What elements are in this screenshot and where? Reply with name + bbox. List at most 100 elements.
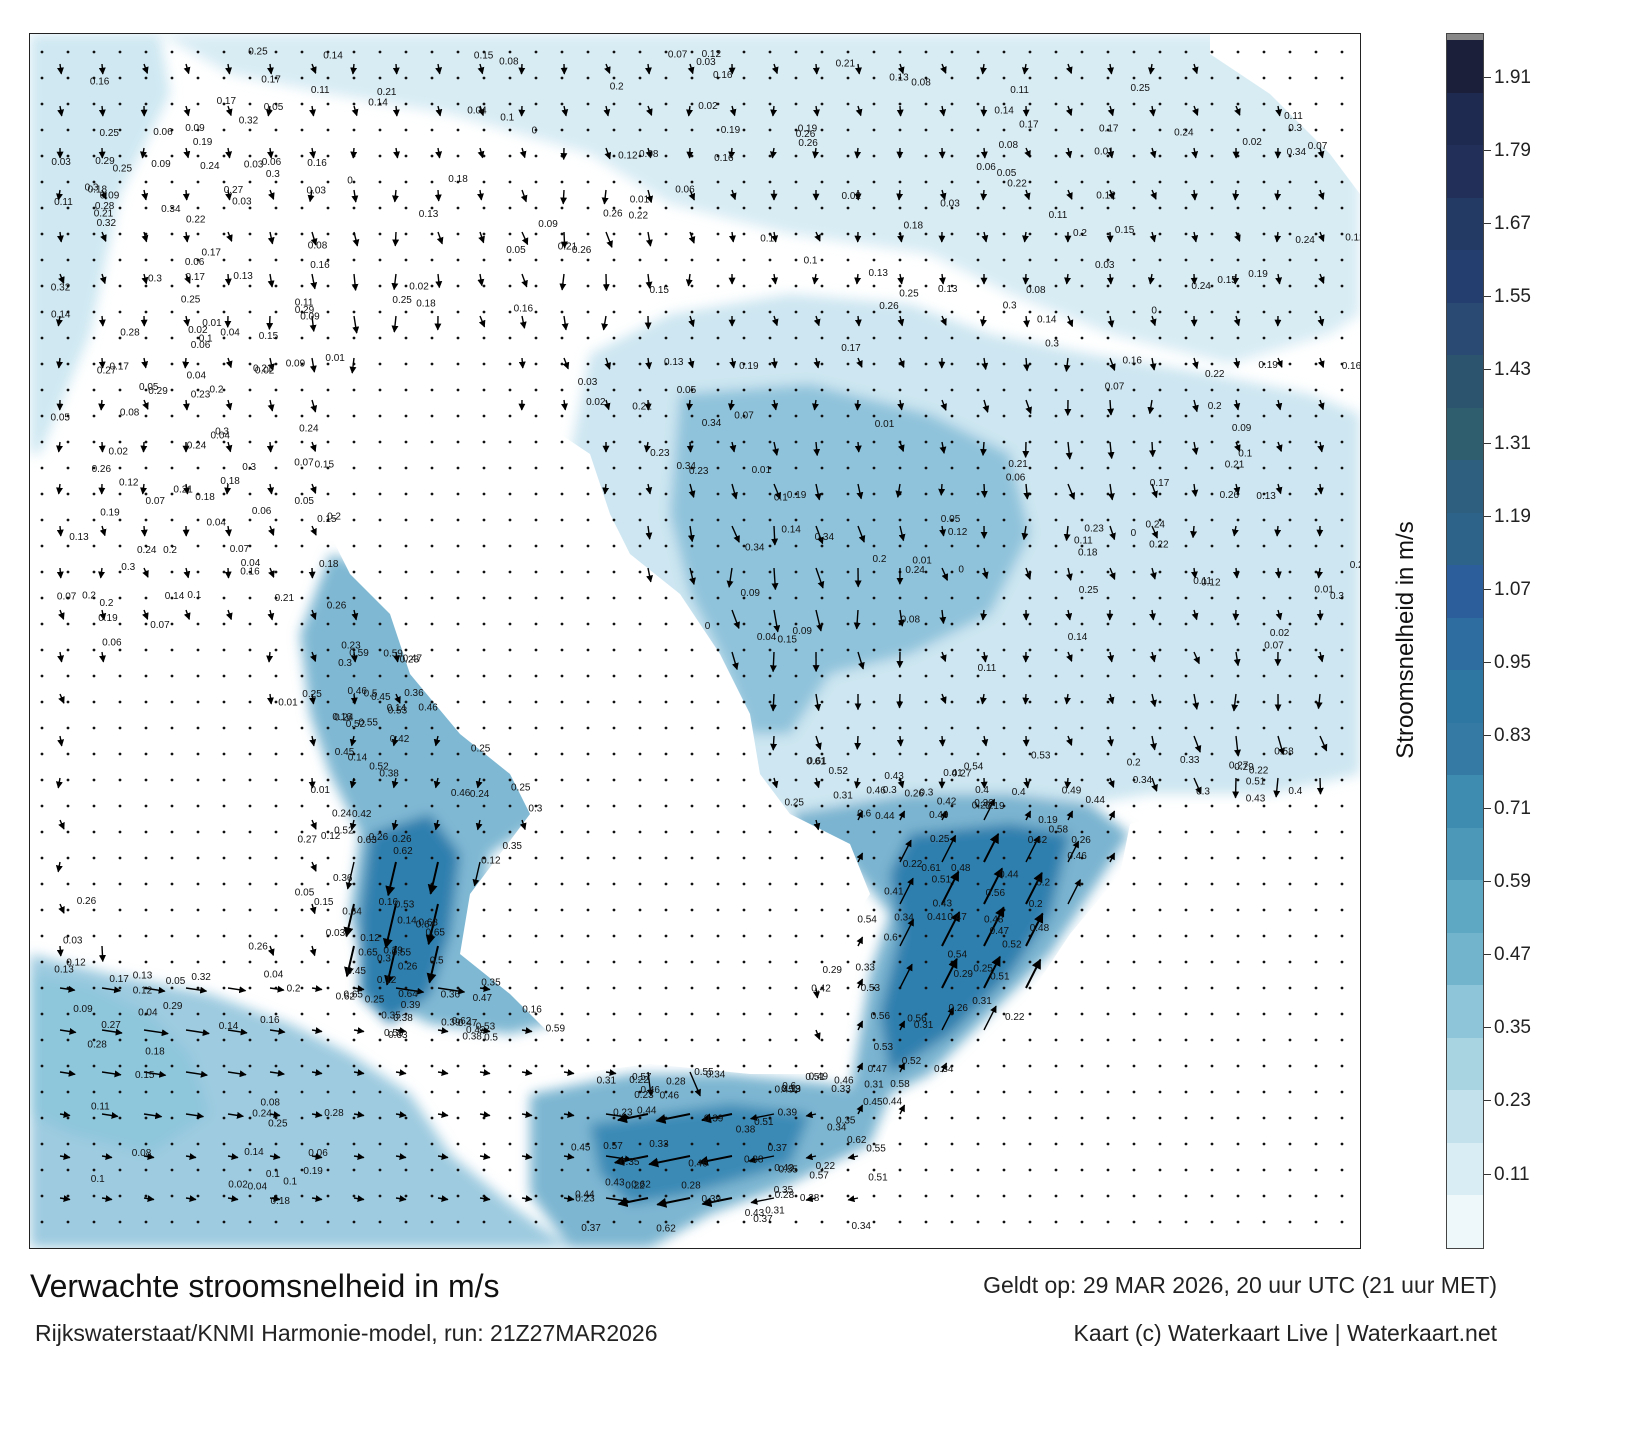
- grid-dot: [144, 102, 148, 106]
- speed-label: 0.51: [868, 1172, 888, 1183]
- grid-dot: [300, 1090, 304, 1094]
- current-arrow: [1274, 231, 1282, 243]
- current-arrow: [101, 1153, 113, 1161]
- colorbar-tick: [1484, 808, 1491, 809]
- grid-dot: [1002, 622, 1006, 626]
- grid-dot: [820, 1142, 824, 1146]
- colorbar-segment: [1447, 460, 1483, 513]
- grid-dot: [222, 414, 226, 418]
- colorbar-segment: [1447, 932, 1483, 986]
- grid-dot: [430, 752, 434, 756]
- grid-dot: [40, 830, 44, 834]
- current-arrow: [605, 231, 613, 248]
- grid-dot: [456, 466, 460, 470]
- grid-dot: [716, 700, 720, 704]
- grid-dot: [196, 206, 200, 210]
- speed-label: 0.36: [441, 990, 461, 1001]
- grid-dot: [326, 1064, 330, 1068]
- grid-dot: [430, 1038, 434, 1042]
- current-arrow: [1022, 273, 1030, 285]
- grid-dot: [1314, 284, 1318, 288]
- grid-dot: [1054, 856, 1058, 860]
- current-arrow: [1066, 189, 1073, 200]
- grid-dot: [66, 726, 70, 730]
- grid-dot: [1288, 232, 1292, 236]
- grid-dot: [1314, 518, 1318, 522]
- speed-label: 0: [1151, 306, 1157, 317]
- speed-label: 0.1: [91, 1174, 105, 1185]
- speed-label: 0.29: [954, 969, 974, 980]
- grid-dot: [1106, 388, 1110, 392]
- grid-dot: [1132, 726, 1136, 730]
- grid-dot: [742, 622, 746, 626]
- grid-dot: [508, 1168, 512, 1172]
- speed-label: 0.55: [866, 1144, 886, 1155]
- current-arrow: [561, 105, 569, 117]
- current-arrow: [225, 63, 233, 75]
- grid-dot: [716, 258, 720, 262]
- grid-dot: [1132, 76, 1136, 80]
- grid-dot: [196, 648, 200, 652]
- grid-dot: [1106, 1194, 1110, 1198]
- grid-dot: [1132, 1038, 1136, 1042]
- grid-dot: [1236, 1064, 1240, 1068]
- current-arrow: [183, 105, 191, 117]
- current-arrow: [981, 735, 989, 747]
- grid-dot: [872, 1168, 876, 1172]
- grid-dot: [768, 804, 772, 808]
- grid-dot: [742, 388, 746, 392]
- grid-dot: [274, 414, 278, 418]
- speed-label: 0.27: [298, 835, 318, 846]
- grid-dot: [118, 986, 122, 990]
- current-arrow: [1109, 567, 1116, 581]
- grid-dot: [898, 1038, 902, 1042]
- current-arrow: [437, 1153, 449, 1161]
- grid-dot: [742, 1038, 746, 1042]
- grid-dot: [1080, 1064, 1084, 1068]
- speed-label: 0.23: [634, 1090, 654, 1101]
- grid-dot: [118, 1142, 122, 1146]
- grid-dot: [1236, 830, 1240, 834]
- grid-dot: [846, 726, 850, 730]
- speed-label: 0.29: [163, 1001, 183, 1012]
- grid-dot: [1002, 700, 1006, 704]
- grid-dot: [1158, 882, 1162, 886]
- grid-dot: [1236, 1090, 1240, 1094]
- grid-dot: [976, 804, 980, 808]
- grid-dot: [300, 622, 304, 626]
- grid-dot: [118, 934, 122, 938]
- speed-label: 0.24: [252, 1109, 272, 1120]
- current-arrow: [1191, 483, 1199, 497]
- speed-label: 0.42: [390, 734, 410, 745]
- current-arrow: [1191, 147, 1199, 159]
- grid-dot: [846, 466, 850, 470]
- grid-dot: [1184, 856, 1188, 860]
- grid-dot: [274, 622, 278, 626]
- grid-dot: [170, 986, 174, 990]
- grid-dot: [1106, 440, 1110, 444]
- grid-dot: [92, 648, 96, 652]
- speed-label: 0.07: [1308, 141, 1328, 152]
- grid-dot: [1054, 830, 1058, 834]
- grid-dot: [846, 986, 850, 990]
- grid-dot: [638, 258, 642, 262]
- grid-dot: [326, 960, 330, 964]
- grid-dot: [1028, 492, 1032, 496]
- current-arrow: [559, 273, 567, 291]
- current-arrow: [478, 315, 486, 328]
- current-arrow: [688, 483, 696, 498]
- speed-label: 0.3: [919, 787, 933, 798]
- grid-dot: [1314, 570, 1318, 574]
- grid-dot: [924, 674, 928, 678]
- speed-label: 0.14: [348, 752, 368, 763]
- grid-dot: [1132, 596, 1136, 600]
- grid-dot: [40, 1012, 44, 1016]
- speed-label: 0.47: [403, 654, 423, 665]
- grid-dot: [1236, 206, 1240, 210]
- grid-dot: [664, 544, 668, 548]
- current-arrow: [1149, 315, 1157, 327]
- grid-dot: [534, 726, 538, 730]
- current-arrow: [856, 852, 864, 863]
- grid-dot: [482, 466, 486, 470]
- grid-dot: [794, 830, 798, 834]
